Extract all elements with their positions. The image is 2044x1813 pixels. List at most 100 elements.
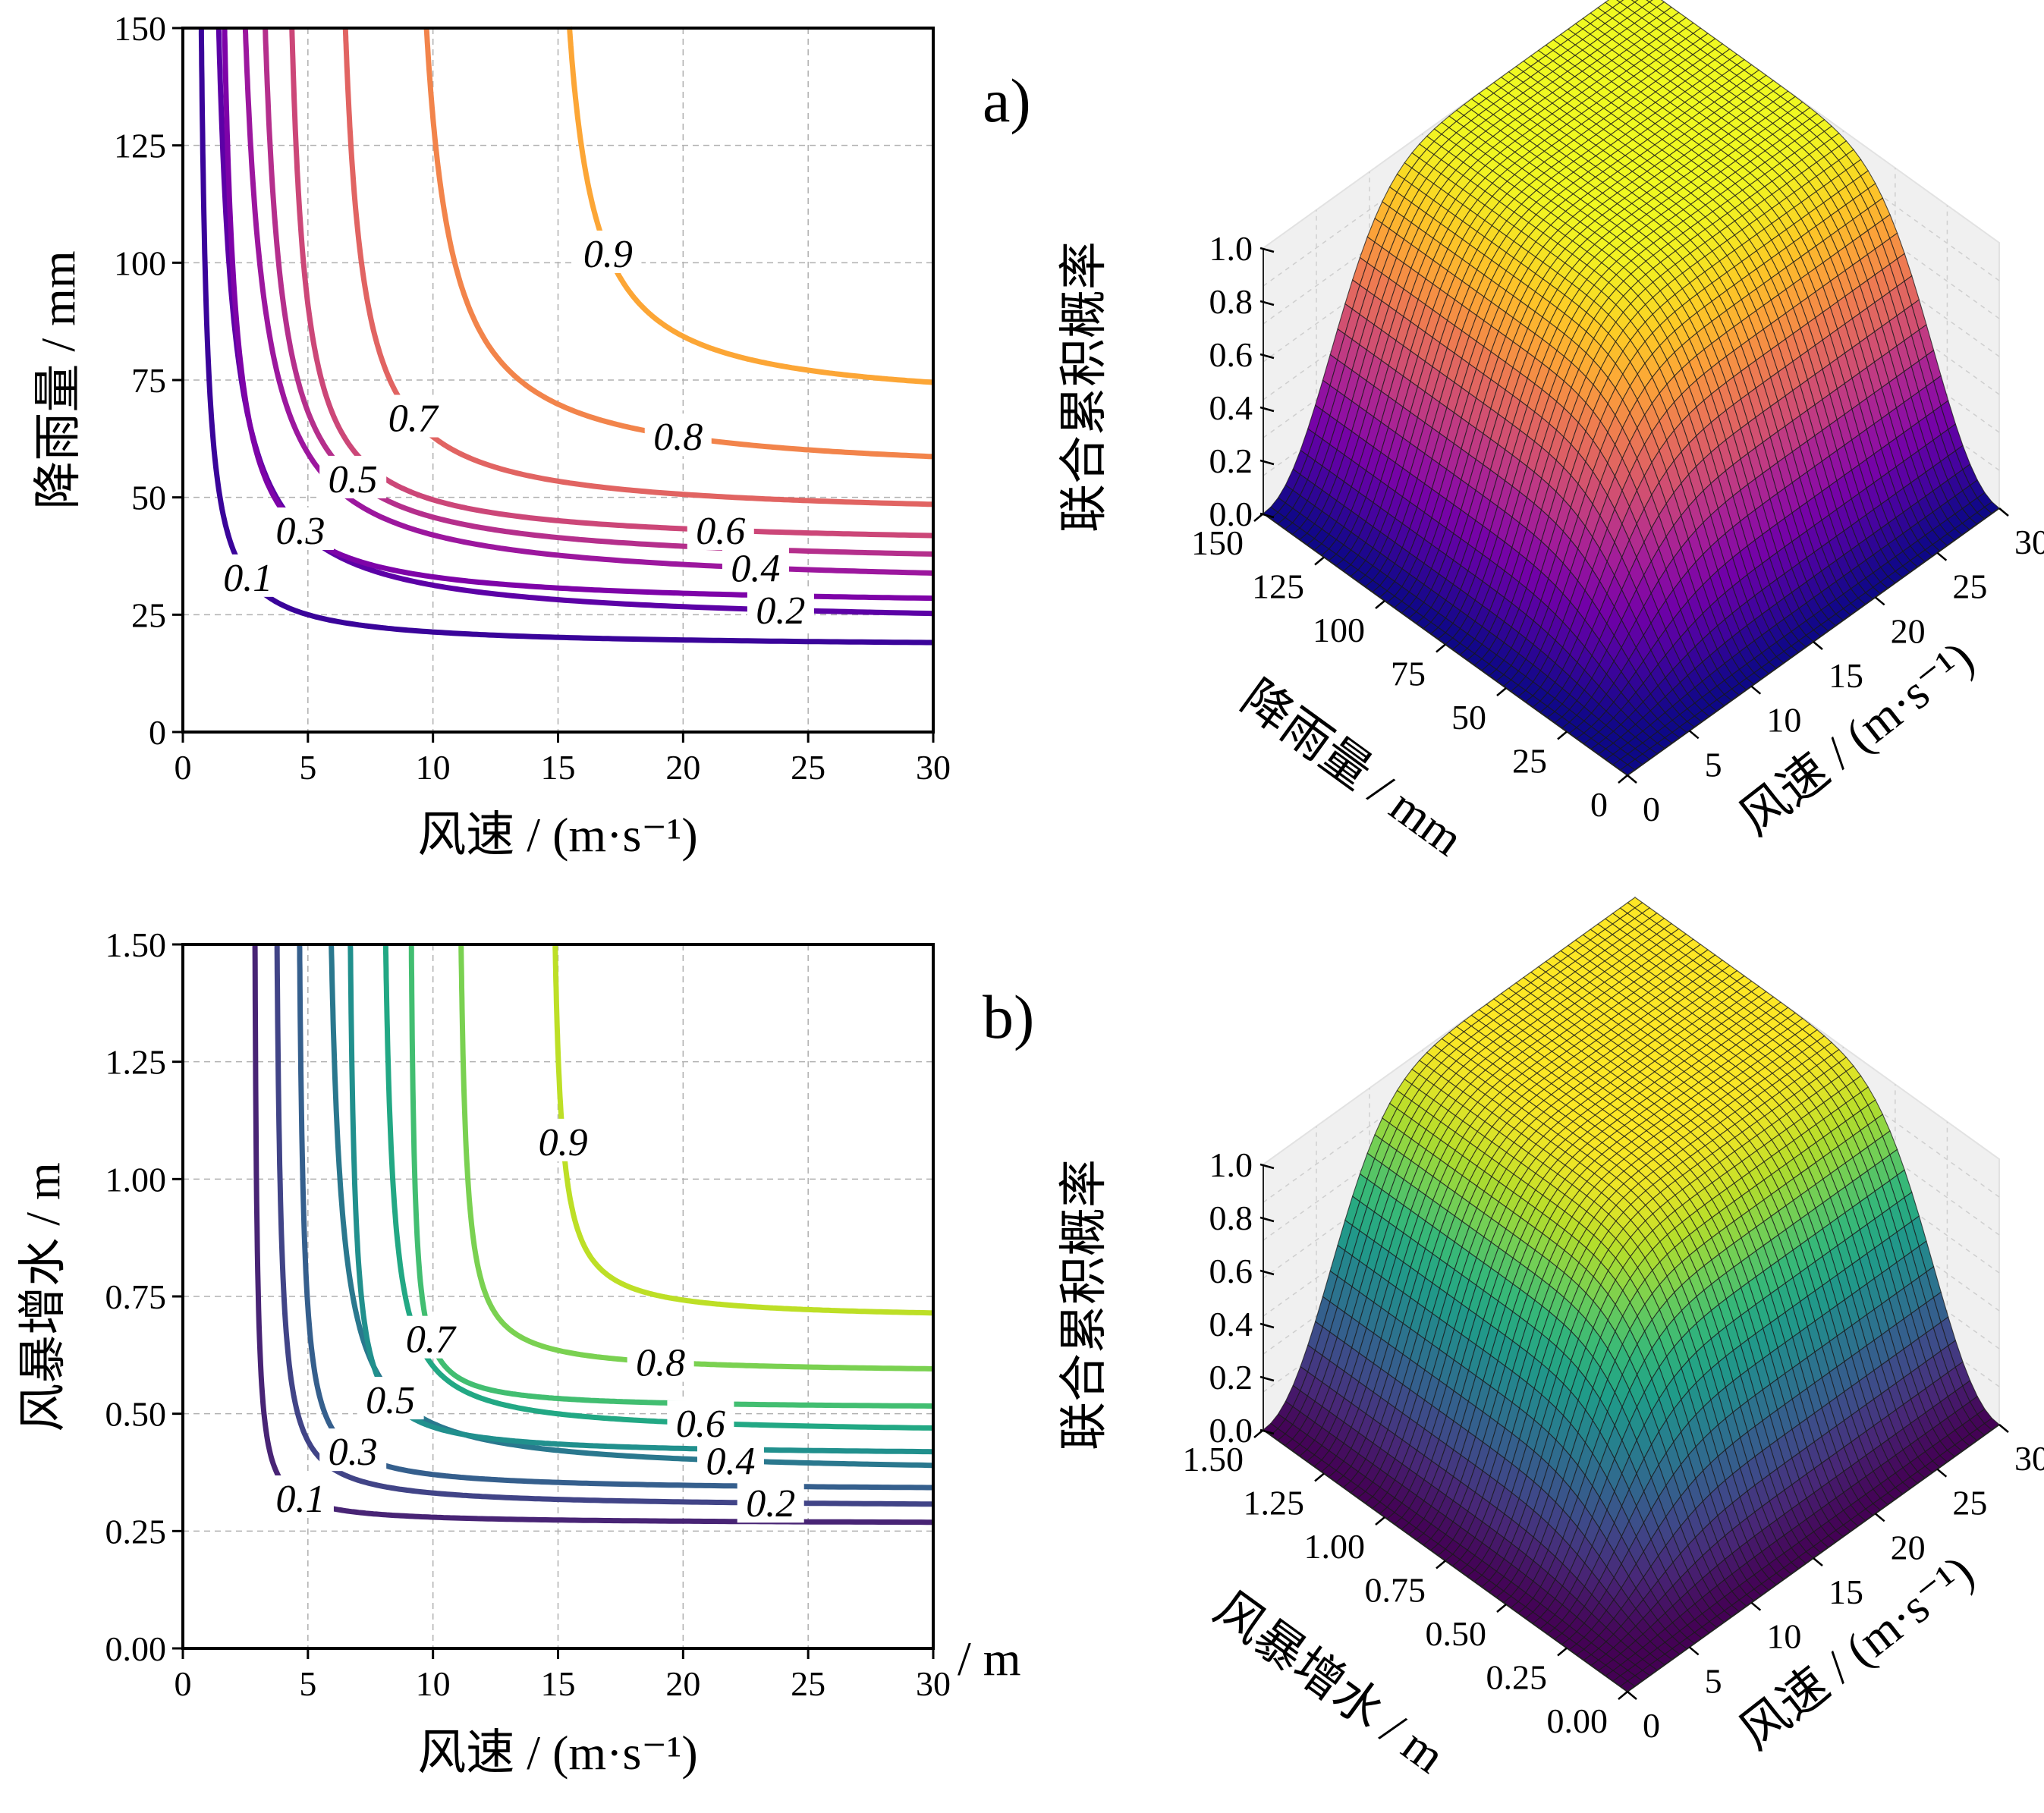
z-tick-label: 0.2 — [1209, 441, 1253, 480]
y-tick-mark — [1375, 600, 1385, 609]
contour-line-0.8 — [423, 27, 934, 460]
y-tick-label: 50 — [1451, 698, 1486, 737]
contour-label-mask — [747, 587, 814, 630]
contour-line-0.9 — [552, 944, 934, 1316]
x-tick-label: 20 — [665, 1664, 700, 1703]
x-tick-label: 15 — [541, 748, 576, 787]
contour-label-mask — [722, 545, 789, 588]
y-axis-label: 降雨量 / mm — [1232, 671, 1473, 866]
contour-label-mask — [266, 507, 334, 550]
x-axis-label: 风速 / (m·s⁻¹) — [417, 1726, 697, 1780]
y-tick-label: 150 — [1191, 523, 1244, 562]
x-tick-mark — [1750, 685, 1762, 695]
y-tick-label: 0.75 — [105, 1277, 167, 1316]
x-tick-label: 0 — [175, 748, 192, 787]
z-tick-label: 0.8 — [1209, 282, 1253, 321]
y-tick-label: 100 — [114, 244, 166, 282]
contour-label-mask — [379, 394, 447, 438]
contour-label-0.9: 0.9 — [539, 1121, 588, 1164]
x-tick-mark — [1998, 507, 2009, 517]
panel-label-a: a) — [983, 66, 1031, 135]
y-tick-label: 25 — [131, 595, 166, 634]
y-tick-label: 75 — [1391, 655, 1426, 693]
y-tick-label: 1.50 — [105, 925, 167, 964]
contour-plot-rainfall: 0.10.20.30.40.50.60.7 0.80.9 0 5 10 15 20 25 30… — [31, 9, 1031, 862]
x-tick-label: 30 — [916, 1664, 951, 1703]
y-tick-label: 0.50 — [105, 1395, 167, 1434]
surface-plot-storm-surge: 0.00.20.40.60.81.0 0.000.250.500.751.001… — [1057, 896, 2044, 1783]
y-tick-mark — [1314, 556, 1325, 566]
x-ticks: 0 5 10 15 20 25 30 — [175, 732, 951, 787]
surface-mesh — [1263, 0, 2000, 776]
x-tick-label: 5 — [1705, 745, 1722, 784]
contour-label-0.9: 0.9 — [583, 233, 633, 276]
contour-label-0.4: 0.4 — [731, 547, 780, 590]
x-tick-label: 0 — [1643, 790, 1660, 828]
y-tick-mark — [1496, 687, 1507, 696]
x-tick-mark — [1936, 551, 1948, 561]
y-ticks: 0.000.250.500.751.001.251.50 — [105, 925, 183, 1668]
y-tick-label: 1.25 — [105, 1043, 167, 1082]
contour-plot-storm-surge: 0.1 0.20.3 0.40.50.60.70.80.9 0 5 10 15 20 25 30… — [16, 925, 1034, 1780]
x-ticks: 0 5 10 15 20 25 30 — [175, 1648, 951, 1703]
x-tick-label: 20 — [665, 748, 700, 787]
contour-label-0.2: 0.2 — [756, 589, 805, 633]
y-axis-label: 风暴增水 / m — [16, 1162, 70, 1432]
y-tick-label: 0 — [149, 713, 166, 752]
contour-label-mask — [574, 230, 642, 273]
x-tick-label: 0 — [175, 1664, 192, 1703]
y-tick-mark — [1436, 643, 1446, 653]
x-tick-label: 10 — [416, 1664, 451, 1703]
contour-line-0.6 — [289, 28, 934, 539]
y-tick-label: 0 — [1590, 785, 1608, 824]
x-tick-label: 10 — [416, 748, 451, 787]
y-tick-mark — [1557, 731, 1568, 740]
contour-label-0.1: 0.1 — [223, 557, 272, 600]
x-tick-mark — [1813, 641, 1823, 650]
y-tick-label: 1.00 — [105, 1160, 167, 1199]
y-tick-label: 0.00 — [105, 1629, 167, 1668]
x-tick-label: 15 — [541, 1664, 576, 1703]
contour-label-mask — [214, 554, 281, 597]
x-tick-label: 20 — [1891, 611, 1926, 650]
contour-label-0.2: 0.2 — [746, 1482, 795, 1525]
x-tick-mark — [1688, 730, 1700, 740]
x-tick-label: 25 — [791, 1664, 825, 1703]
x-tick-label: 5 — [299, 1664, 316, 1703]
z-axis-label: 联合累积概率 — [1057, 241, 1111, 533]
y-tick-label: 125 — [1252, 567, 1304, 606]
y-tick-mark — [1618, 775, 1628, 784]
z-tick-label: 0.6 — [1209, 335, 1253, 374]
panel-label-b: b) — [983, 982, 1034, 1051]
x-tick-label: 30 — [916, 748, 951, 787]
contour-label-0.7: 0.7 — [388, 397, 439, 440]
y-tick-label: 150 — [114, 9, 166, 48]
y-tick-label: 125 — [114, 127, 166, 165]
contour-label-0.3: 0.3 — [275, 510, 325, 553]
contour-line-0.1 — [198, 28, 933, 646]
contour-label-mask — [319, 455, 387, 498]
surface-cell — [1630, 0, 1639, 3]
contour-label-0.4: 0.4 — [706, 1441, 755, 1484]
x-tick-mark — [1627, 775, 1637, 784]
contour-label-0.6: 0.6 — [676, 1403, 725, 1446]
x-tick-label: 5 — [299, 748, 316, 787]
x-tick-label: 25 — [1952, 567, 1987, 606]
y-tick-label: 25 — [1512, 742, 1547, 781]
contour-label-mask — [644, 413, 712, 457]
contour-label-0.8: 0.8 — [636, 1342, 685, 1385]
y-tick-label: 75 — [131, 361, 166, 400]
contour-label-0.5: 0.5 — [329, 458, 378, 501]
x-tick-label: 25 — [791, 748, 825, 787]
x-tick-label: 10 — [1766, 701, 1801, 740]
contour-line-0.9 — [567, 26, 934, 385]
y-axis-label: 降雨量 / mm — [31, 250, 85, 509]
z-tick-label: 0.4 — [1209, 388, 1253, 427]
contour-label-0.5: 0.5 — [366, 1379, 415, 1422]
x-tick-label: 30 — [2014, 523, 2044, 561]
